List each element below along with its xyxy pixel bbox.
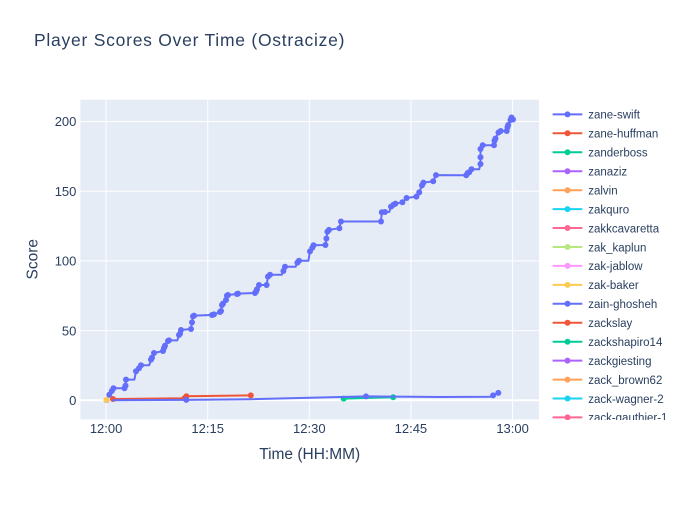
svg-text:zalvin: zalvin <box>588 186 617 198</box>
svg-text:0: 0 <box>69 393 76 408</box>
svg-text:zane-swift: zane-swift <box>588 110 641 122</box>
svg-text:zain-ghosheh: zain-ghosheh <box>588 299 657 311</box>
svg-text:zak-baker: zak-baker <box>588 280 639 292</box>
svg-text:12:30: 12:30 <box>293 421 326 436</box>
svg-text:200: 200 <box>55 114 77 129</box>
svg-text:zanderboss: zanderboss <box>588 148 648 160</box>
svg-text:zak-jablow: zak-jablow <box>588 261 643 273</box>
svg-text:zackslay: zackslay <box>588 318 632 330</box>
svg-text:100: 100 <box>55 254 77 269</box>
svg-text:150: 150 <box>55 184 77 199</box>
svg-text:zanaziz: zanaziz <box>588 167 627 179</box>
svg-text:zack-gauthier-1: zack-gauthier-1 <box>588 413 667 425</box>
svg-text:zak_kaplun: zak_kaplun <box>588 242 646 254</box>
svg-text:zackshapiro14: zackshapiro14 <box>588 337 663 349</box>
svg-text:zakquro: zakquro <box>588 204 629 216</box>
svg-text:12:15: 12:15 <box>191 421 224 436</box>
svg-text:12:45: 12:45 <box>395 421 428 436</box>
svg-text:zack_brown62: zack_brown62 <box>588 375 662 387</box>
svg-text:zakkcavaretta: zakkcavaretta <box>588 223 660 235</box>
svg-text:Score: Score <box>25 239 42 280</box>
svg-text:Time (HH:MM): Time (HH:MM) <box>259 446 360 463</box>
svg-text:13:00: 13:00 <box>496 421 529 436</box>
svg-text:Player Scores Over Time (Ostra: Player Scores Over Time (Ostracize) <box>34 30 345 50</box>
svg-text:12:00: 12:00 <box>90 421 123 436</box>
svg-text:zane-huffman: zane-huffman <box>588 129 658 141</box>
svg-text:zackgiesting: zackgiesting <box>588 356 651 368</box>
svg-text:zack-wagner-2: zack-wagner-2 <box>588 394 663 406</box>
svg-text:50: 50 <box>62 323 76 338</box>
